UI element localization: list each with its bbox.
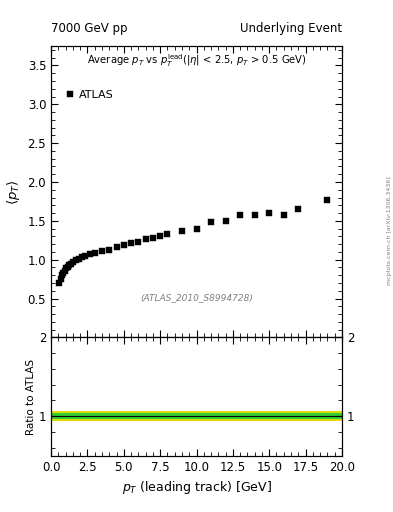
ATLAS [79,254,84,261]
ATLAS [61,270,66,276]
ATLAS [64,265,69,271]
ATLAS [76,256,81,262]
ATLAS [60,272,64,279]
ATLAS [62,267,67,273]
Text: (ATLAS_2010_S8994728): (ATLAS_2010_S8994728) [140,293,253,303]
ATLAS [87,251,92,258]
Line: ATLAS: ATLAS [56,197,330,286]
ATLAS [267,210,272,216]
ATLAS [71,259,75,265]
Legend: ATLAS: ATLAS [62,87,117,103]
ATLAS [129,240,134,246]
ATLAS [66,264,70,270]
Y-axis label: $\langle p_T \rangle$: $\langle p_T \rangle$ [5,179,22,204]
ATLAS [114,244,119,250]
Text: Underlying Event: Underlying Event [240,22,342,35]
ATLAS [73,258,78,264]
ATLAS [107,246,112,252]
ATLAS [151,235,155,241]
ATLAS [238,212,242,219]
ATLAS [165,231,170,237]
X-axis label: $p_T$ (leading track) [GeV]: $p_T$ (leading track) [GeV] [121,479,272,496]
ATLAS [67,262,72,268]
ATLAS [121,242,126,248]
ATLAS [58,276,63,282]
ATLAS [296,206,301,212]
ATLAS [281,212,286,219]
ATLAS [194,226,199,232]
Text: 7000 GeV pp: 7000 GeV pp [51,22,128,35]
ATLAS [252,212,257,219]
Text: Average $p_T$ vs $p_T^{\mathrm{lead}}$(|$\eta$| < 2.5, $p_T$ > 0.5 GeV): Average $p_T$ vs $p_T^{\mathrm{lead}}$(|… [86,52,307,69]
ATLAS [325,197,330,203]
Y-axis label: Ratio to ATLAS: Ratio to ATLAS [26,358,36,435]
ATLAS [57,280,61,286]
ATLAS [83,253,88,259]
ATLAS [100,248,105,254]
ATLAS [92,250,97,256]
ATLAS [143,237,148,243]
ATLAS [68,261,73,267]
ATLAS [223,218,228,224]
Text: mcplots.cern.ch [arXiv:1306.3436]: mcplots.cern.ch [arXiv:1306.3436] [387,176,392,285]
ATLAS [158,233,163,240]
ATLAS [136,239,141,245]
ATLAS [209,219,213,225]
ATLAS [180,228,184,234]
